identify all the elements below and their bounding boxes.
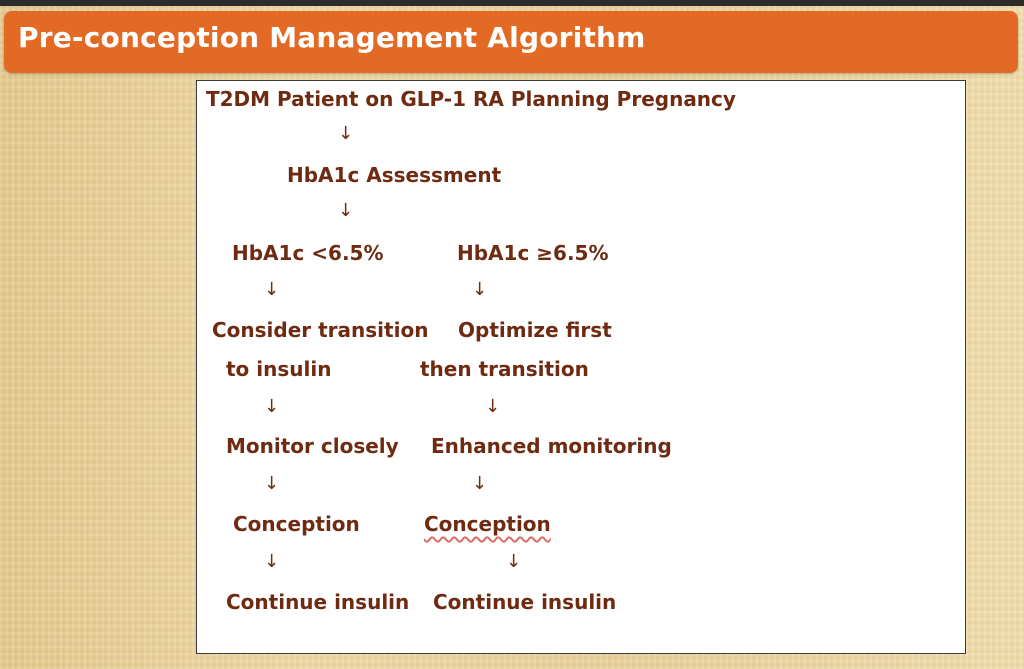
arrow-down-icon: ↓ (506, 551, 522, 572)
arrow-down-icon: ↓ (338, 123, 354, 144)
left-monitor: Monitor closely (226, 434, 399, 458)
left-continue: Continue insulin (226, 590, 410, 614)
arrow-down-icon: ↓ (338, 200, 354, 221)
arrow-down-icon: ↓ (264, 279, 280, 300)
left-condition: HbA1c <6.5% (232, 241, 384, 265)
right-monitor: Enhanced monitoring (431, 434, 672, 458)
arrow-down-icon: ↓ (264, 473, 280, 494)
right-conception: Conception (424, 512, 551, 536)
arrow-down-icon: ↓ (472, 473, 488, 494)
right-continue: Continue insulin (433, 590, 617, 614)
flow-start: T2DM Patient on GLP-1 RA Planning Pregna… (206, 87, 736, 111)
right-action-line2: then transition (420, 357, 589, 381)
flowchart-panel (196, 80, 966, 654)
flow-assessment: HbA1c Assessment (287, 163, 502, 187)
left-action-line2: to insulin (226, 357, 332, 381)
title-banner (4, 11, 1018, 73)
left-action-line1: Consider transition (212, 318, 429, 342)
slide-title: Pre-conception Management Algorithm (18, 21, 646, 54)
right-condition: HbA1c ≥6.5% (457, 241, 609, 265)
arrow-down-icon: ↓ (264, 551, 280, 572)
right-action-line1: Optimize first (458, 318, 612, 342)
left-conception: Conception (233, 512, 360, 536)
arrow-down-icon: ↓ (485, 396, 501, 417)
window-top-bar (0, 0, 1024, 6)
arrow-down-icon: ↓ (264, 396, 280, 417)
arrow-down-icon: ↓ (472, 279, 488, 300)
